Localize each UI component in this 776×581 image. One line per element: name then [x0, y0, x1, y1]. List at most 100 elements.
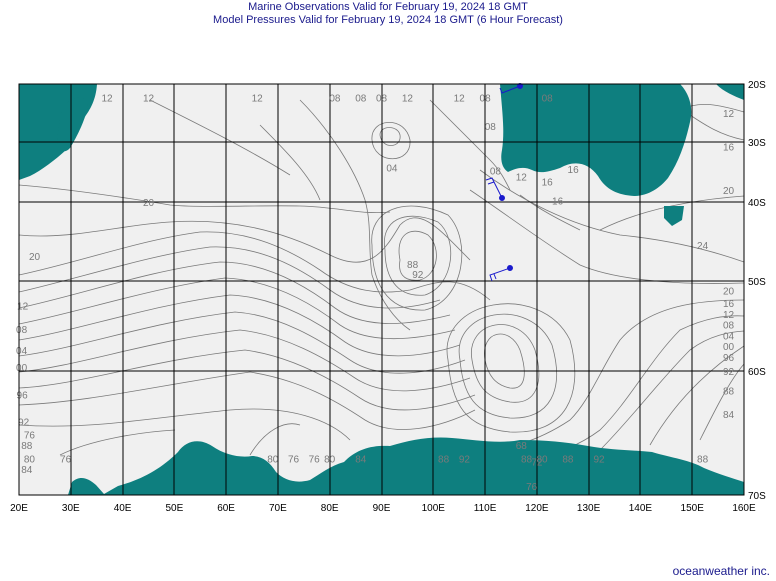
- australia-landmass: [500, 84, 692, 196]
- isobar-label: 12: [723, 310, 735, 321]
- isobar-label: 88: [21, 441, 33, 452]
- isobar-label: 68: [516, 441, 528, 452]
- isobar-label: 80: [267, 455, 279, 466]
- isobar-label: 00: [723, 342, 735, 353]
- lon-tick-label: 160E: [732, 503, 756, 514]
- isobar-label: 92: [593, 455, 605, 466]
- isobar-label: 12: [723, 109, 735, 120]
- isobar-label: 92: [412, 270, 424, 281]
- isobar-label: 88: [723, 387, 735, 398]
- lon-tick-label: 80E: [321, 503, 339, 514]
- isobar-label: 04: [16, 346, 28, 357]
- isobar-label: 12: [454, 94, 466, 105]
- map-frame: [18, 83, 745, 496]
- isobar-label: 80: [324, 455, 336, 466]
- lon-tick-label: 110E: [474, 503, 497, 514]
- isobar-label: 08: [723, 321, 735, 332]
- wind-barb: [499, 85, 521, 94]
- isobar-label: 80: [24, 455, 36, 466]
- axis-ticks: 20E 30E 40E 50E 60E 70E 80E 90E 100E 110E 120E 130E…: [10, 80, 766, 514]
- lat-tick-label: 70S: [748, 491, 766, 502]
- isobar-label: 20: [723, 186, 735, 197]
- marine-observations[interactable]: [485, 83, 523, 282]
- lon-tick-label: 90E: [373, 503, 391, 514]
- isobar-label: 88: [697, 455, 709, 466]
- isobar-label: 08: [485, 122, 497, 133]
- lat-tick-label: 50S: [748, 277, 766, 288]
- map-title: Marine Observations Valid for February 1…: [248, 1, 528, 13]
- isobar-label: 16: [542, 177, 554, 188]
- lat-tick-label: 20S: [748, 80, 766, 91]
- lon-tick-label: 60E: [217, 503, 235, 514]
- isobar-label: 08: [355, 94, 367, 105]
- isobar-label: 76: [24, 431, 36, 442]
- isobar-label: 76: [288, 455, 300, 466]
- wind-barb: [489, 267, 511, 282]
- isobar-label: 08: [16, 325, 28, 336]
- isobar-label: 92: [18, 418, 30, 429]
- isobar-label: 08: [490, 167, 502, 178]
- lon-tick-label: 150E: [681, 503, 705, 514]
- isobar-label: 76: [309, 455, 321, 466]
- isobar-label: 08: [329, 94, 341, 105]
- credit-text: oceanweather inc.: [672, 564, 770, 578]
- isobar-label: 12: [252, 94, 264, 105]
- isobar-label: 04: [723, 331, 735, 342]
- lat-lon-grid: [19, 84, 744, 495]
- isobar-label: 88: [438, 455, 450, 466]
- isobar-label: 88: [521, 455, 533, 466]
- new-zealand-landmass: [716, 84, 744, 100]
- isobar-label: 08: [542, 94, 554, 105]
- madagascar-landmass: [56, 97, 88, 152]
- isobar-label: 20: [723, 286, 735, 297]
- isobar-label: 12: [516, 173, 528, 184]
- lon-tick-label: 140E: [629, 503, 653, 514]
- lat-tick-label: 60S: [748, 367, 766, 378]
- isobar-label: 92: [459, 455, 471, 466]
- isobar-label: 12: [17, 302, 29, 313]
- antarctica-landmass: [68, 437, 744, 495]
- isobar-label: 76: [60, 455, 72, 466]
- isobar-label: 16: [552, 197, 564, 208]
- lon-tick-label: 40E: [114, 503, 132, 514]
- isobar-label: 12: [143, 94, 155, 105]
- isobar-label: 00: [16, 363, 28, 374]
- isobar-label: 76: [526, 482, 538, 493]
- isobar-label: 92: [723, 367, 735, 378]
- isobar-label: 16: [723, 299, 735, 310]
- isobar-label: 08: [480, 94, 492, 105]
- lat-tick-label: 40S: [748, 198, 766, 209]
- isobar-label: 20: [143, 198, 155, 209]
- lon-tick-label: 70E: [269, 503, 287, 514]
- isobar-label: 84: [21, 465, 33, 476]
- isobar-label: 72: [531, 457, 543, 468]
- lat-tick-label: 30S: [748, 138, 766, 149]
- isobar-label: 84: [355, 455, 367, 466]
- isobar-label: 12: [101, 94, 113, 105]
- tasmania-landmass: [664, 206, 684, 226]
- isobar-label: 96: [17, 390, 29, 401]
- isobar-label: 84: [723, 410, 735, 421]
- lon-tick-label: 30E: [62, 503, 80, 514]
- isobar-label: 88: [562, 455, 574, 466]
- isobar-label: 88: [407, 260, 419, 271]
- wind-barb: [485, 177, 503, 199]
- isobar-label: 96: [723, 353, 735, 364]
- lon-tick-label: 20E: [10, 503, 28, 514]
- map-subtitle: Model Pressures Valid for February 19, 2…: [213, 14, 563, 26]
- isobar-label: 08: [376, 94, 388, 105]
- isobar-label: 16: [568, 165, 580, 176]
- isobar-label: 12: [402, 94, 414, 105]
- isobar-label: 20: [29, 252, 41, 263]
- lon-tick-label: 130E: [577, 503, 601, 514]
- isobar-label: 04: [386, 164, 398, 175]
- isobar-label: 24: [697, 241, 709, 252]
- isobar-label: 80: [536, 455, 548, 466]
- isobar-label: 16: [723, 143, 735, 154]
- lon-tick-label: 50E: [166, 503, 184, 514]
- lon-tick-label: 120E: [525, 503, 549, 514]
- lon-tick-label: 100E: [422, 503, 446, 514]
- land-masses: [19, 84, 744, 495]
